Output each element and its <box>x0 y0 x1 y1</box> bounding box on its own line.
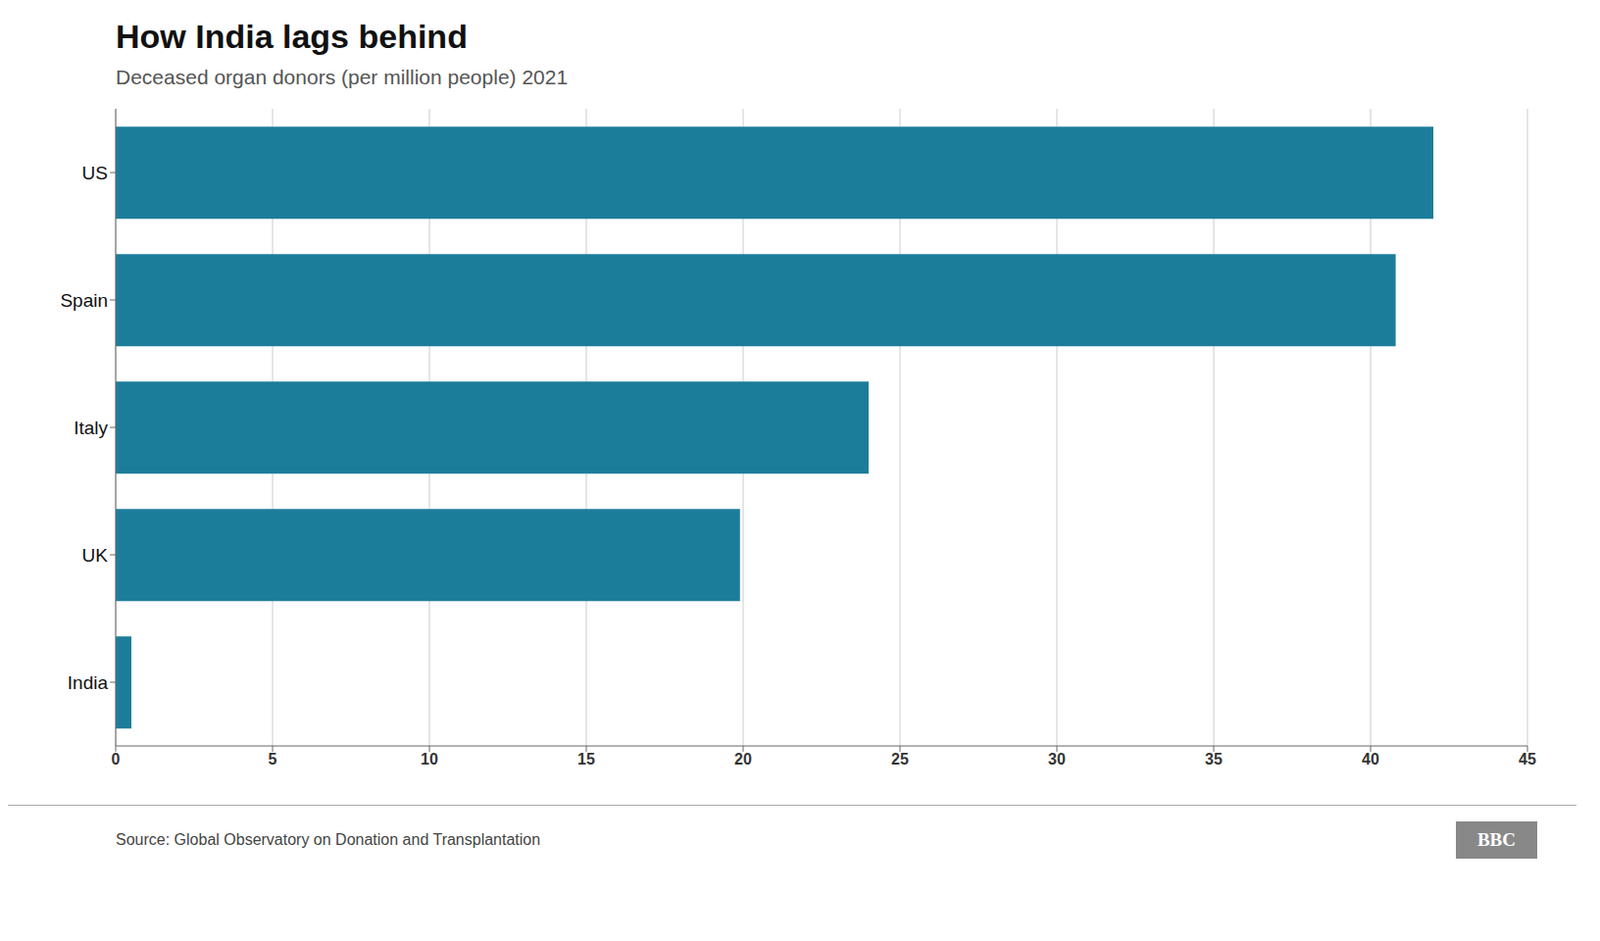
svg-text:25: 25 <box>891 750 909 768</box>
svg-text:15: 15 <box>577 750 596 768</box>
svg-text:20: 20 <box>734 750 752 768</box>
svg-text:Italy: Italy <box>73 417 108 439</box>
html-text:BBC: BBC <box>1477 829 1516 850</box>
svg-text:US: US <box>82 162 108 184</box>
svg-text:10: 10 <box>420 750 439 768</box>
svg-text:45: 45 <box>1518 750 1537 768</box>
html-text:Deceased organ donors (per mil: Deceased organ donors (per million peopl… <box>115 65 568 89</box>
svg-text:35: 35 <box>1204 750 1223 768</box>
svg-text:UK: UK <box>82 545 109 566</box>
html-text:How India lags behind: How India lags behind <box>115 17 468 55</box>
svg-text:0: 0 <box>111 750 121 768</box>
svg-text:Spain: Spain <box>59 290 108 311</box>
svg-text:5: 5 <box>268 750 278 768</box>
html-text:Source: Global Observatory on: Source: Global Observatory on Donation a… <box>115 831 541 849</box>
svg-text:30: 30 <box>1048 750 1066 768</box>
svg-text:India: India <box>67 672 109 694</box>
svg-text:40: 40 <box>1361 750 1380 768</box>
